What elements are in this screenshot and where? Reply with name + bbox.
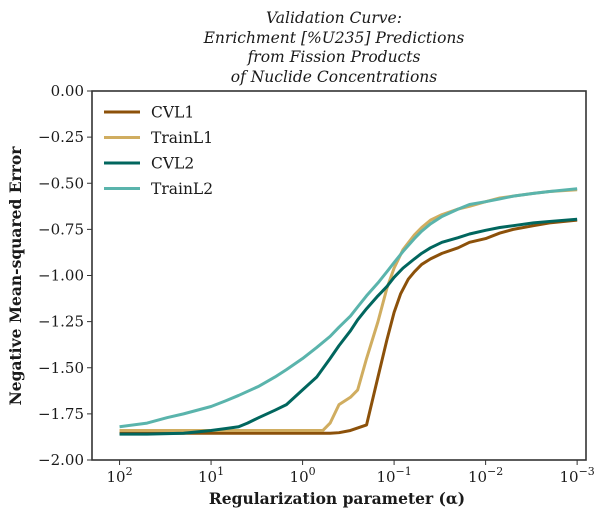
series-line-cvl1 — [119, 218, 578, 435]
x-tick-label: 10−1 — [376, 465, 411, 486]
chart-title: Validation Curve: Enrichment [%U235] Pre… — [203, 9, 465, 86]
legend: CVL1 TrainL1 CVL2 TrainL2 — [104, 104, 213, 198]
x-axis-label: Regularization parameter (α) — [209, 489, 465, 508]
y-tick-label: −1.50 — [38, 359, 84, 377]
series-layer — [119, 187, 578, 436]
legend-label-cvl1: CVL1 — [151, 104, 194, 122]
x-axis-ticks: 102 101 100 10−1 10−2 10−3 — [107, 460, 594, 486]
series-line-cvl2 — [119, 217, 578, 436]
legend-label-trainl2: TrainL2 — [151, 180, 213, 198]
y-tick-label: −0.75 — [38, 220, 84, 238]
x-tick-label: 101 — [198, 465, 224, 486]
y-axis-label: Negative Mean-squared Error — [6, 146, 25, 406]
x-tick-label: 10−2 — [468, 465, 503, 486]
y-axis-ticks: 0.00 −0.25 −0.50 −0.75 −1.00 −1.25 −1.50 −1.75 −… — [38, 82, 92, 469]
legend-label-trainl1: TrainL1 — [151, 129, 213, 147]
y-tick-label: −1.00 — [38, 267, 84, 285]
title-line-2: Enrichment [%U235] Predictions — [203, 29, 465, 47]
y-tick-label: −1.25 — [38, 313, 84, 331]
x-tick-label: 10−3 — [559, 465, 594, 486]
legend-label-cvl2: CVL2 — [151, 155, 194, 173]
y-tick-label: −1.75 — [38, 405, 84, 423]
x-tick-label: 102 — [107, 465, 133, 486]
series-line-trainl2 — [119, 187, 578, 429]
x-tick-label: 100 — [290, 465, 316, 486]
y-tick-label: 0.00 — [51, 82, 84, 100]
title-line-3: from Fission Products — [247, 48, 421, 66]
title-line-1: Validation Curve: — [266, 9, 402, 27]
y-tick-label: −0.50 — [38, 174, 84, 192]
y-tick-label: −2.00 — [38, 451, 84, 469]
title-line-4: of Nuclide Concentrations — [231, 68, 438, 86]
y-tick-label: −0.25 — [38, 128, 84, 146]
